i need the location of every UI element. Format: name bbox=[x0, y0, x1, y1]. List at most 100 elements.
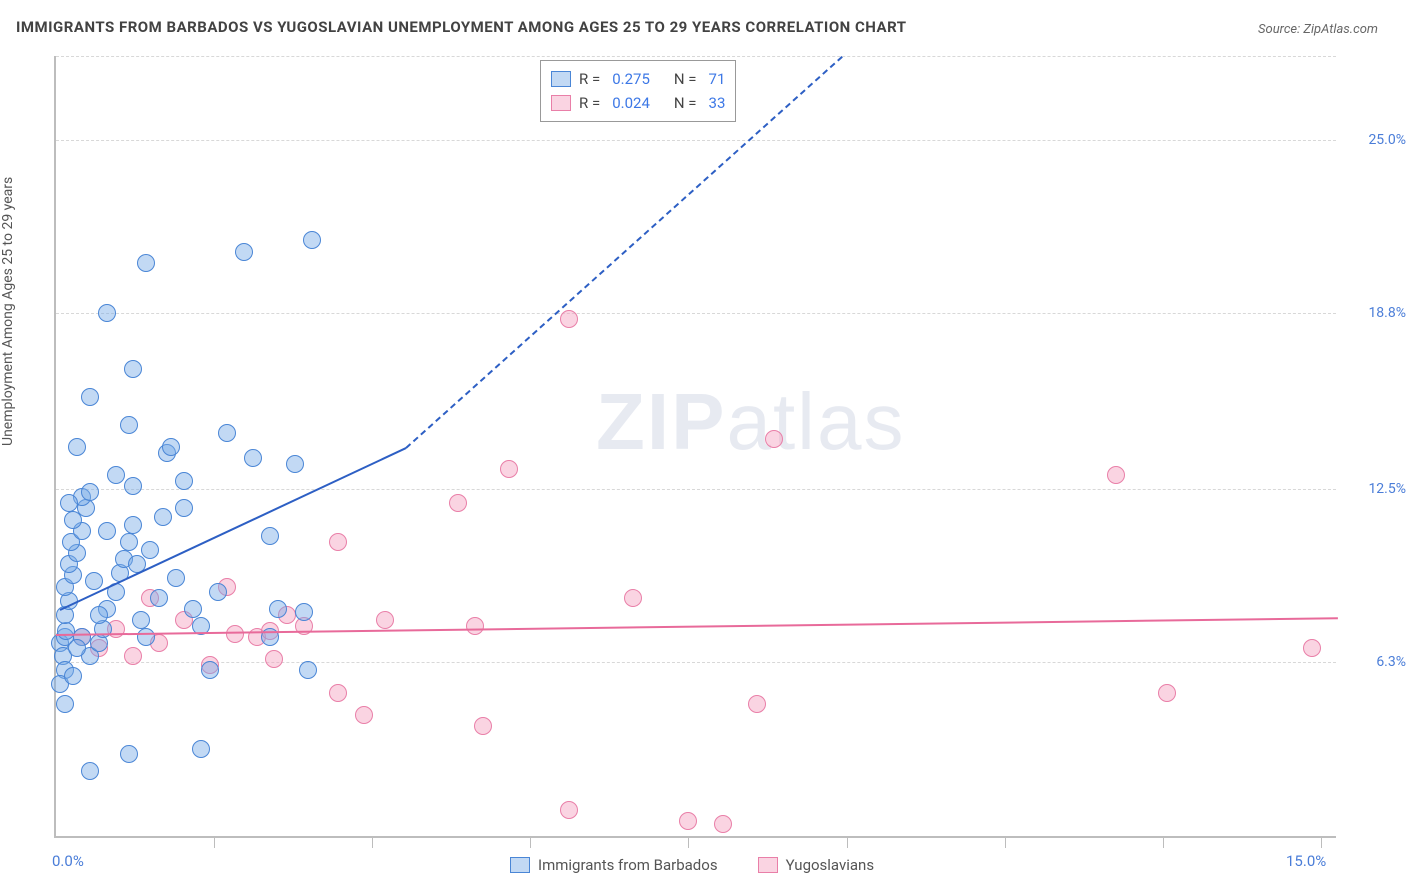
legend-pink-n: 33 bbox=[709, 91, 726, 115]
legend-series: Immigrants from Barbados Yugoslavians bbox=[510, 856, 874, 874]
scatter-point-blue bbox=[286, 455, 304, 473]
legend-pink-label: Yugoslavians bbox=[786, 856, 875, 874]
scatter-point-blue bbox=[90, 606, 108, 624]
scatter-point-pink bbox=[124, 647, 142, 665]
y-tick-label: 25.0% bbox=[1346, 132, 1406, 148]
scatter-point-pink bbox=[449, 494, 467, 512]
scatter-point-blue bbox=[81, 762, 99, 780]
gridline bbox=[56, 313, 1336, 314]
scatter-point-blue bbox=[132, 611, 150, 629]
watermark: ZIPatlas bbox=[596, 376, 905, 468]
legend-n-label: N = bbox=[674, 67, 697, 91]
scatter-point-pink bbox=[765, 430, 783, 448]
scatter-point-blue bbox=[98, 522, 116, 540]
scatter-point-pink bbox=[748, 695, 766, 713]
x-tick-mark bbox=[214, 838, 215, 848]
scatter-point-blue bbox=[209, 583, 227, 601]
legend-row-pink: R = 0.024 N = 33 bbox=[551, 91, 725, 115]
scatter-point-pink bbox=[624, 589, 642, 607]
scatter-point-blue bbox=[68, 438, 86, 456]
y-tick-label: 12.5% bbox=[1346, 481, 1406, 497]
y-tick-label: 6.3% bbox=[1346, 654, 1406, 670]
x-tick-mark bbox=[530, 838, 531, 848]
scatter-point-blue bbox=[56, 695, 74, 713]
x-axis-min-label: 0.0% bbox=[52, 852, 84, 870]
legend-correlation-box: R = 0.275 N = 71 R = 0.024 N = 33 bbox=[540, 60, 736, 122]
scatter-point-blue bbox=[244, 449, 262, 467]
legend-n-label: N = bbox=[674, 91, 697, 115]
scatter-point-blue bbox=[167, 569, 185, 587]
legend-blue-n: 71 bbox=[709, 67, 726, 91]
scatter-point-blue bbox=[303, 231, 321, 249]
gridline bbox=[56, 489, 1336, 490]
legend-r-label: R = bbox=[579, 91, 600, 115]
scatter-point-blue bbox=[81, 388, 99, 406]
scatter-point-blue bbox=[64, 667, 82, 685]
scatter-point-pink bbox=[466, 617, 484, 635]
scatter-point-pink bbox=[714, 815, 732, 833]
scatter-point-blue bbox=[261, 527, 279, 545]
watermark-bold: ZIP bbox=[596, 377, 726, 466]
scatter-point-blue bbox=[175, 499, 193, 517]
scatter-point-blue bbox=[120, 416, 138, 434]
legend-blue-label: Immigrants from Barbados bbox=[538, 856, 718, 874]
source-label: Source: ZipAtlas.com bbox=[1258, 22, 1378, 37]
scatter-point-pink bbox=[1158, 684, 1176, 702]
plot-area: ZIPatlas 6.3%12.5%18.8%25.0% bbox=[54, 56, 1336, 838]
gridline bbox=[56, 662, 1336, 663]
scatter-point-blue bbox=[120, 745, 138, 763]
scatter-point-pink bbox=[679, 812, 697, 830]
legend-row-blue: R = 0.275 N = 71 bbox=[551, 67, 725, 91]
scatter-point-blue bbox=[184, 600, 202, 618]
scatter-point-blue bbox=[299, 661, 317, 679]
legend-item-blue: Immigrants from Barbados bbox=[510, 856, 718, 874]
scatter-point-blue bbox=[235, 243, 253, 261]
scatter-point-blue bbox=[107, 466, 125, 484]
swatch-pink bbox=[758, 857, 778, 873]
scatter-point-blue bbox=[60, 494, 78, 512]
swatch-pink bbox=[551, 95, 571, 111]
scatter-point-blue bbox=[98, 304, 116, 322]
scatter-point-blue bbox=[150, 589, 168, 607]
legend-pink-r: 0.024 bbox=[612, 91, 650, 115]
scatter-point-blue bbox=[175, 472, 193, 490]
swatch-blue bbox=[510, 857, 530, 873]
scatter-point-pink bbox=[500, 460, 518, 478]
scatter-point-blue bbox=[269, 600, 287, 618]
scatter-point-blue bbox=[137, 628, 155, 646]
x-tick-mark bbox=[847, 838, 848, 848]
scatter-point-pink bbox=[1107, 466, 1125, 484]
scatter-point-blue bbox=[201, 661, 219, 679]
scatter-point-blue bbox=[192, 740, 210, 758]
scatter-point-blue bbox=[137, 254, 155, 272]
scatter-point-pink bbox=[376, 611, 394, 629]
legend-item-pink: Yugoslavians bbox=[758, 856, 875, 874]
scatter-point-blue bbox=[124, 360, 142, 378]
trend-line-pink bbox=[56, 617, 1338, 636]
scatter-point-blue bbox=[68, 639, 86, 657]
chart-title: IMMIGRANTS FROM BARBADOS VS YUGOSLAVIAN … bbox=[16, 18, 907, 36]
scatter-point-blue bbox=[124, 516, 142, 534]
scatter-point-blue bbox=[81, 483, 99, 501]
scatter-point-pink bbox=[329, 684, 347, 702]
scatter-point-blue bbox=[162, 438, 180, 456]
x-tick-mark bbox=[372, 838, 373, 848]
legend-blue-r: 0.275 bbox=[612, 67, 650, 91]
scatter-point-pink bbox=[265, 650, 283, 668]
x-tick-mark bbox=[1005, 838, 1006, 848]
scatter-point-pink bbox=[1303, 639, 1321, 657]
scatter-point-blue bbox=[295, 603, 313, 621]
scatter-point-blue bbox=[141, 541, 159, 559]
x-tick-mark bbox=[1321, 838, 1322, 848]
gridline bbox=[56, 140, 1336, 141]
y-tick-label: 18.8% bbox=[1346, 305, 1406, 321]
swatch-blue bbox=[551, 71, 571, 87]
legend-r-label: R = bbox=[579, 67, 600, 91]
watermark-light: atlas bbox=[726, 377, 905, 466]
x-axis-max-label: 15.0% bbox=[1286, 852, 1326, 870]
y-axis-label: Unemployment Among Ages 25 to 29 years bbox=[0, 177, 16, 446]
x-tick-mark bbox=[688, 838, 689, 848]
scatter-point-pink bbox=[226, 625, 244, 643]
scatter-point-blue bbox=[124, 477, 142, 495]
scatter-point-pink bbox=[329, 533, 347, 551]
